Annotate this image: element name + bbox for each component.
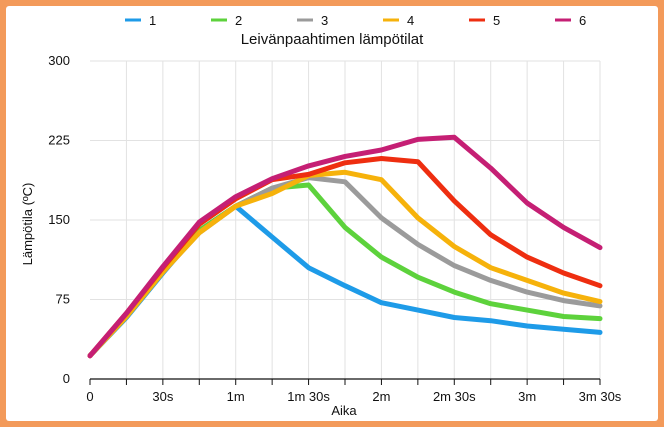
- y-tick-label: 75: [56, 292, 70, 307]
- chart-title: Leivänpaahtimen lämpötilat: [241, 31, 424, 48]
- x-tick-label: 3m: [518, 389, 536, 404]
- x-tick-label: 0: [86, 389, 93, 404]
- grid: [90, 60, 601, 379]
- legend-label-1: 1: [149, 13, 156, 28]
- series-line-4: [87, 169, 603, 359]
- x-tick-label: 1m 30s: [287, 389, 330, 404]
- x-tick-label: 2m: [372, 389, 390, 404]
- x-tick-label: 3m 30s: [579, 389, 622, 404]
- y-tick-label: 300: [48, 53, 70, 68]
- series-group: [87, 134, 603, 359]
- series-line-6: [87, 134, 603, 359]
- legend: 1 2 3 4 5 6: [125, 13, 586, 28]
- x-axis-title: Aika: [331, 403, 357, 418]
- x-tick-label: 30s: [152, 389, 173, 404]
- legend-label-5: 5: [493, 13, 500, 28]
- y-axis-title: Lämpötila (ºC): [20, 183, 35, 266]
- legend-label-3: 3: [321, 13, 328, 28]
- axes: 0 75 150 225 300 0 30s 1m 1m 30s 2m 2m 30s 3m 3m 30s: [48, 53, 622, 404]
- y-tick-label: 0: [63, 371, 70, 386]
- legend-label-2: 2: [235, 13, 242, 28]
- chart-frame: 1 2 3 4 5 6 Leivänpaahtimen lämpötilat 0 75 150…: [6, 6, 658, 421]
- y-tick-label: 225: [48, 133, 70, 148]
- legend-label-4: 4: [407, 13, 414, 28]
- x-tick-label: 2m 30s: [433, 389, 476, 404]
- y-tick-label: 150: [48, 212, 70, 227]
- legend-label-6: 6: [579, 13, 586, 28]
- line-chart: 1 2 3 4 5 6 Leivänpaahtimen lämpötilat 0 75 150…: [20, 13, 622, 418]
- x-tick-label: 1m: [227, 389, 245, 404]
